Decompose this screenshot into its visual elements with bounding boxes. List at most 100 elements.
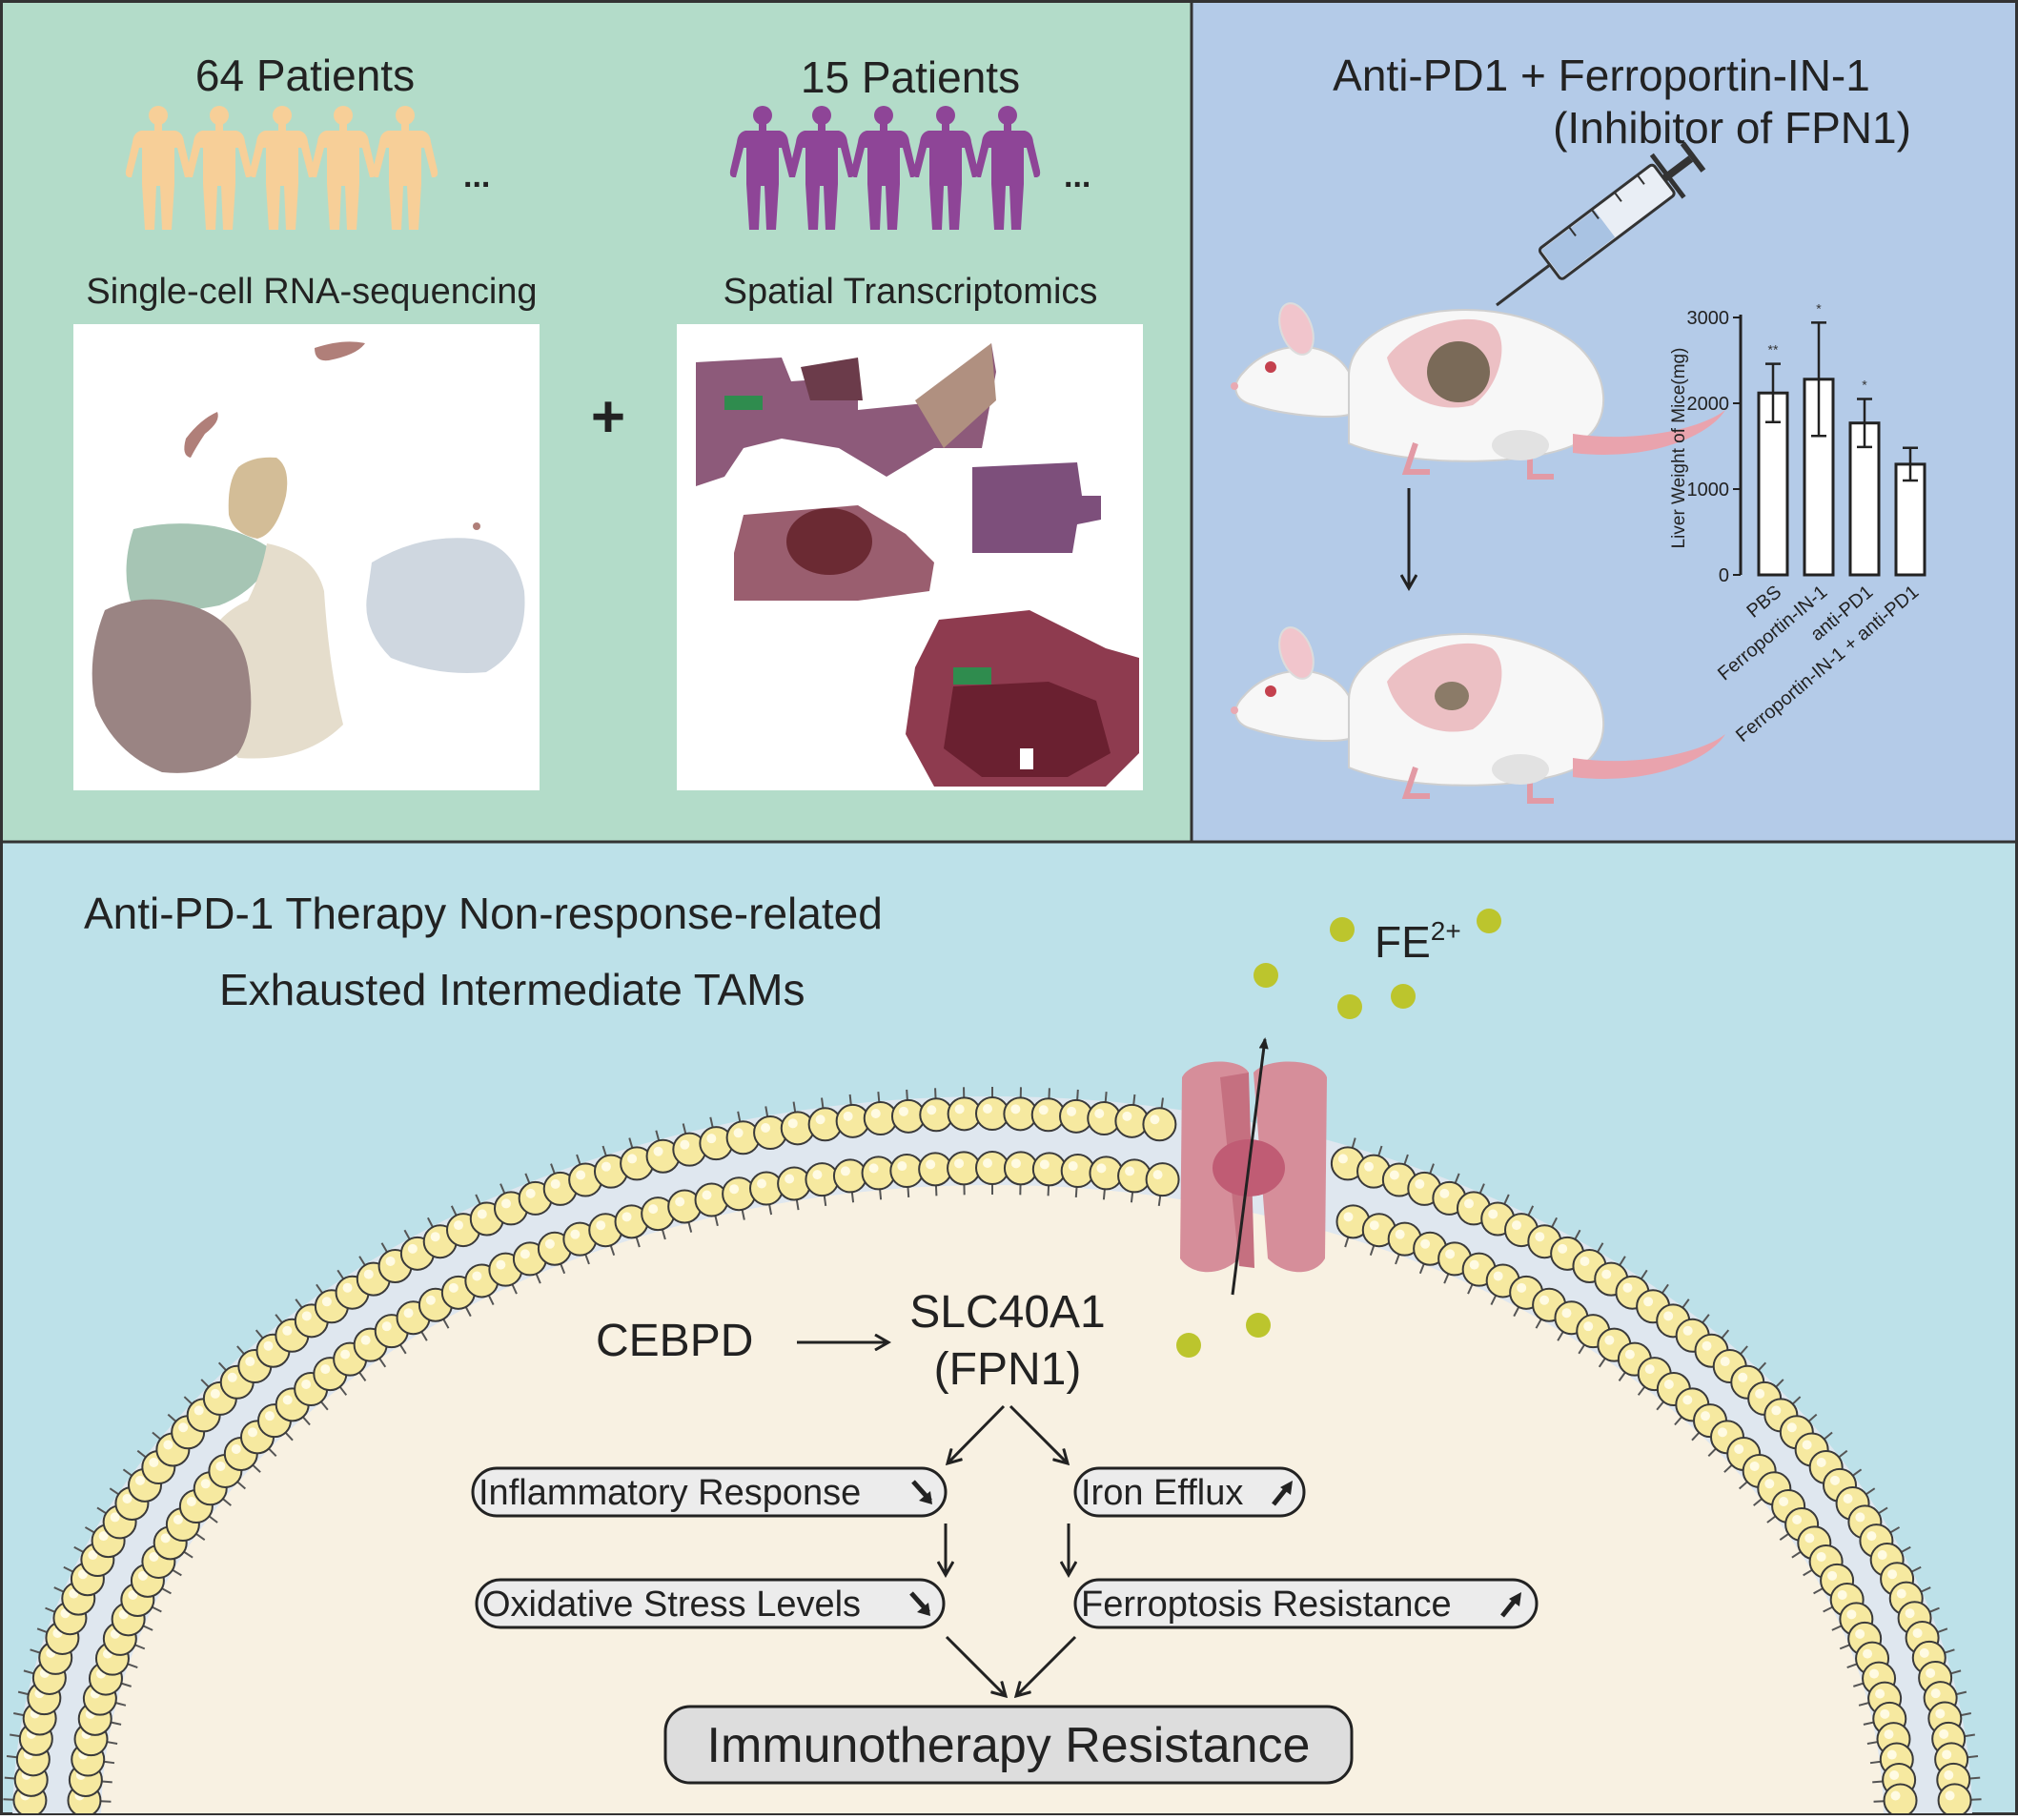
lipid-highlight [1887,1569,1897,1579]
spatial-patients-label: 15 Patients [801,52,1020,102]
gene-cebpd: CEBPD [596,1316,753,1366]
lipid-head [1885,1784,1917,1815]
mechanism-title-line2: Exhausted Intermediate TAMs [219,965,805,1014]
lipid-highlight [1364,1162,1374,1172]
lipid-highlight [1738,1373,1747,1382]
lipid-highlight [122,1494,132,1503]
lipid-highlight [622,1212,632,1221]
lipid-highlight [1866,1531,1876,1541]
lipid-highlight [680,1140,689,1150]
spatial-ellipsis: ... [1064,158,1091,194]
lipid-highlight [282,1326,292,1336]
lipid-highlight [449,1283,459,1293]
lipid-highlight [520,1249,530,1258]
lipid-highlight [322,1297,332,1306]
lipid-highlight [1944,1770,1953,1780]
lipid-highlight [1664,1380,1674,1389]
lipid-highlight [757,1179,766,1189]
lipid-highlight [454,1220,463,1230]
lipid-highlight [178,1422,188,1432]
iron-ion-icon [1254,963,1278,988]
lipid-highlight [478,1209,487,1218]
lipid-highlight [496,1260,505,1270]
significance-label: * [1816,300,1822,316]
lipid-highlight [812,1170,822,1179]
lipid-highlight [816,1114,826,1124]
lipid-highlight [785,1174,794,1183]
lipid-highlight [761,1123,770,1133]
lipid-highlight [1125,1166,1134,1176]
lipid-highlight [149,1458,158,1467]
lipid-highlight [1517,1283,1526,1293]
lipid-highlight [841,1166,850,1176]
lipid-highlight [340,1350,350,1360]
lipid-highlight [245,1357,255,1366]
lipid-highlight [173,1515,183,1524]
lipid-highlight [1875,1689,1885,1699]
lipid-head [1147,1163,1179,1196]
lipid-highlight [215,1462,225,1471]
scrna-patients-label: 64 Patients [195,51,415,100]
lipid-highlight [1702,1341,1711,1351]
treatment-title-line2: (Inhibitor of FPN1) [1553,103,1911,153]
lipid-highlight [729,1184,739,1194]
lipid-highlight [1830,1476,1840,1485]
lipid-highlight [386,1257,396,1266]
lipid-highlight [194,1405,204,1415]
lipid-highlight [1601,1270,1611,1279]
lipid-highlight [1464,1198,1474,1208]
lipid-highlight [431,1232,440,1241]
lipid-head [1062,1155,1094,1187]
lipid-highlight [1734,1444,1743,1454]
lipid-head [919,1153,951,1185]
y-tick-label: 3000 [1687,308,1730,329]
lipid-highlight [1946,1790,1955,1800]
lipid-highlight [1445,1249,1455,1258]
lipid-highlight [1539,1296,1549,1305]
lipid-highlight [1122,1112,1131,1121]
lipid-head [1143,1108,1175,1140]
effect-ferroptosis-resistance: Ferroptosis Resistance [1075,1580,1537,1627]
lipid-highlight [1439,1189,1449,1198]
lipid-highlight [1817,1552,1826,1562]
iron-charge: 2+ [1431,916,1461,946]
lipid-highlight [1470,1260,1479,1270]
lipid-highlight [1343,1212,1353,1221]
lipid-highlight [1855,1512,1865,1522]
mechanism-title-line1: Anti-PD-1 Therapy Non-response-related [84,889,883,938]
lipid-head [863,1156,895,1189]
lipid-highlight [899,1107,908,1116]
iron-symbol: FE [1375,917,1431,967]
lipid-highlight [1721,1357,1730,1366]
lipid-highlight [1494,1271,1503,1280]
lipid-highlight [1891,1790,1901,1800]
lipid-head [1939,1784,1971,1815]
lipid-highlight [408,1244,418,1254]
lipid-highlight [1804,1533,1814,1543]
lipid-highlight [1939,1729,1948,1739]
lipid-highlight [1011,1158,1021,1168]
lipid-highlight [844,1112,853,1121]
lipid-highlight [1153,1170,1163,1179]
lipid-head [948,1152,980,1184]
lipid-highlight [1561,1308,1571,1318]
lipid-highlight [788,1118,798,1128]
lipid-highlight [404,1308,414,1318]
lipid-highlight [1512,1220,1521,1230]
lipid-highlight [1604,1336,1614,1345]
lipid-highlight [570,1230,580,1239]
lipid-highlight [871,1109,881,1118]
lipid-highlight [1370,1220,1379,1230]
iron-ion-icon [1337,994,1362,1019]
lipid-highlight [1622,1283,1632,1293]
lipid-highlight [1580,1257,1589,1266]
lipid-highlight [187,1497,196,1506]
lipid-highlight [734,1128,744,1137]
lipid-highlight [1420,1239,1430,1249]
lipid-highlight [1396,1230,1405,1239]
iron-ion-icon [1391,984,1416,1009]
lipid-highlight [983,1104,992,1114]
plus-sign: + [591,384,625,450]
gene-slc40a1: SLC40A1 [909,1287,1105,1338]
